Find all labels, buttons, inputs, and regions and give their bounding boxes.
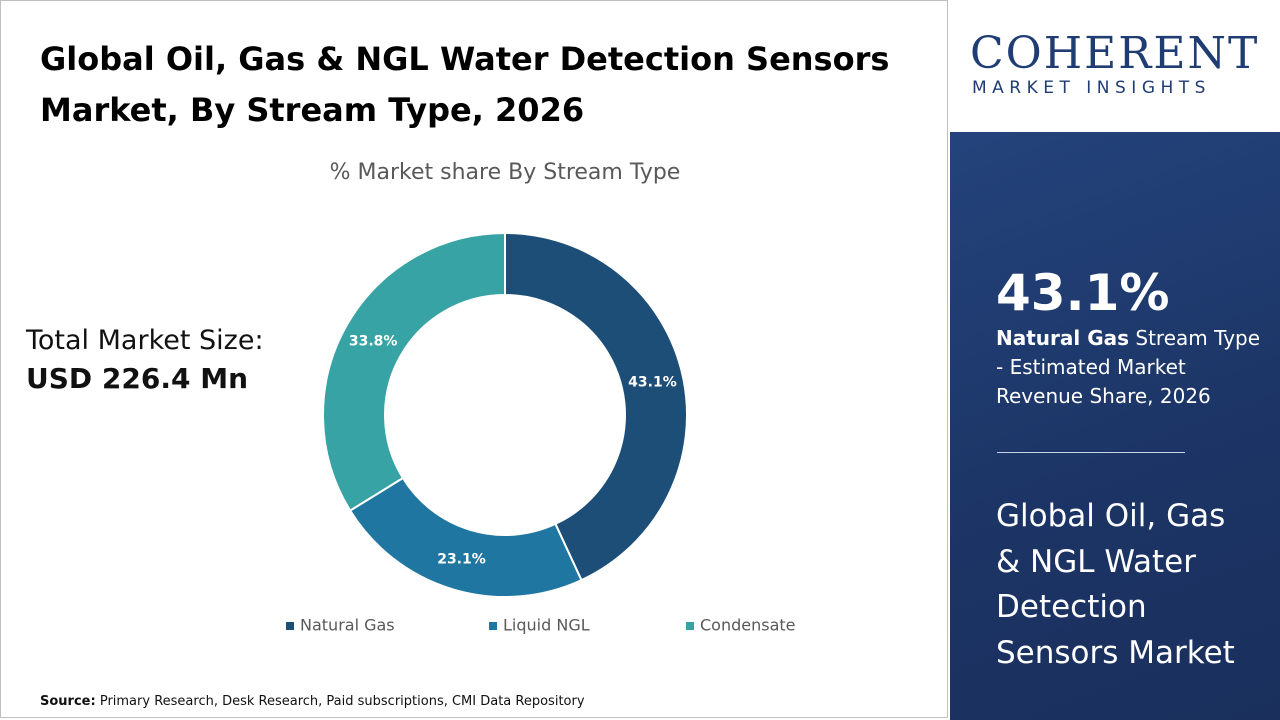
source-text: Primary Research, Desk Research, Paid su…: [99, 694, 585, 709]
donut-slice: [504, 231, 688, 582]
chart-frame: [0, 0, 948, 718]
divider: [997, 452, 1185, 453]
legend-marker: [489, 622, 497, 630]
logo-tagline: MARKET INSIGHTS: [972, 78, 1211, 98]
market-name: Global Oil, Gas & NGL Water Detection Se…: [996, 498, 1235, 671]
highlight-text: Stream Type - Estimated Market Revenue S…: [996, 326, 1261, 408]
logo-name: COHERENT: [970, 28, 1260, 79]
info-panel: 43.1% Natural Gas Stream Type - Estimate…: [950, 132, 1280, 720]
source-label: Source:: [40, 694, 96, 709]
legend-label: Condensate: [700, 616, 796, 635]
highlight-segment: Natural Gas: [996, 326, 1130, 350]
legend-marker: [686, 622, 694, 630]
legend-label: Liquid NGL: [503, 616, 590, 635]
chart-title: Global Oil, Gas & NGL Water Detection Se…: [40, 40, 890, 129]
legend-marker: [286, 622, 294, 630]
donut-slice: [348, 476, 583, 598]
highlight-description: Natural Gas Stream Type - Estimated Mark…: [996, 324, 1266, 411]
donut-chart: % Market share By Stream Type 43.1% 23.1%…: [286, 160, 796, 635]
total-value: USD 226.4 Mn: [26, 362, 249, 395]
total-label: Total Market Size:: [26, 325, 264, 356]
data-label: 43.1%: [628, 375, 677, 391]
data-label: 33.8%: [349, 333, 398, 349]
data-label: 23.1%: [437, 552, 486, 568]
donut-slice: [322, 231, 506, 512]
legend-label: Natural Gas: [300, 616, 395, 635]
highlight-value: 43.1%: [996, 264, 1170, 322]
chart-subtitle: % Market share By Stream Type: [330, 160, 681, 185]
logo: COHERENT MARKET INSIGHTS: [950, 0, 1280, 132]
source: Source: Primary Research, Desk Research,…: [40, 694, 585, 709]
sidebar: COHERENT MARKET INSIGHTS 43.1% Natural G…: [950, 0, 1280, 720]
